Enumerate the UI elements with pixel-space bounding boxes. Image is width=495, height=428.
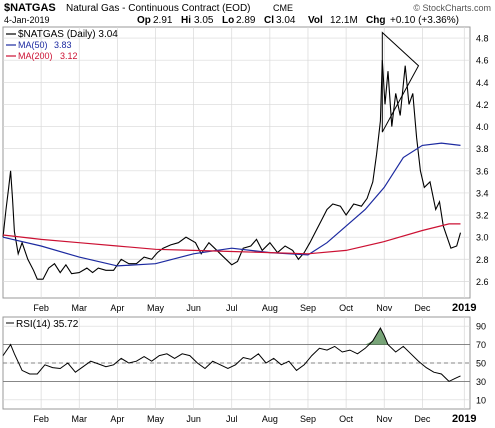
- rsi-y-tick-label: 30: [476, 377, 486, 387]
- rsi-series-group: [2, 326, 461, 383]
- price-x-tick-label: Sep: [300, 303, 316, 313]
- change-value: +0.10 (+3.36%): [390, 15, 459, 26]
- rsi-x-tick-label: Aug: [262, 414, 278, 424]
- close-value: 3.04: [276, 15, 296, 26]
- rsi-x-tick-label: 2019: [452, 413, 476, 425]
- date-label: 4-Jan-2019: [4, 15, 50, 25]
- price-panel: 2.6 2.8 3.0 3.2 3.4 3.6 3.8 4.0 4.2 4.4 4.6 4.8 $NA…: [2, 26, 489, 299]
- legend-ma50-value: 3.83: [54, 40, 72, 50]
- price-x-tick-label: Oct: [339, 303, 354, 313]
- price-x-tick-label: Dec: [414, 303, 431, 313]
- rsi-x-tick-label: Feb: [33, 414, 49, 424]
- volume-label: Vol: [308, 15, 323, 26]
- rsi-x-tick-label: Oct: [339, 414, 354, 424]
- price-x-tick-label: Aug: [262, 303, 278, 313]
- exchange-label: CME: [273, 3, 293, 13]
- legend-ma200-name: MA(200): [18, 51, 53, 61]
- close-label: Cl: [264, 15, 274, 26]
- ma50-line: [2, 142, 461, 267]
- price-x-axis: Feb Mar Apr May Jun Jul Aug Sep Oct Nov Dec 2019: [33, 302, 476, 314]
- price-y-tick-label: 3.0: [476, 233, 489, 243]
- rsi-y-axis: 10 30 50 70 90: [476, 322, 486, 406]
- price-y-tick-label: 4.4: [476, 78, 489, 88]
- rsi-panel: 10 30 50 70 90 RSI(14) 35.72: [2, 316, 486, 410]
- price-y-tick-label: 2.8: [476, 255, 489, 265]
- price-y-tick-label: 3.8: [476, 144, 489, 154]
- rsi-x-tick-label: Mar: [71, 414, 87, 424]
- rsi-y-tick-label: 90: [476, 322, 486, 332]
- price-line: [2, 60, 462, 280]
- rsi-x-tick-label: Apr: [110, 414, 124, 424]
- price-y-tick-label: 3.6: [476, 166, 489, 176]
- price-panel-title: $NATGAS (Daily) 3.04: [18, 29, 118, 40]
- high-value: 3.05: [194, 15, 214, 26]
- price-y-tick-label: 4.0: [476, 122, 489, 132]
- price-x-tick-label: Apr: [110, 303, 124, 313]
- price-x-tick-label: 2019: [452, 302, 476, 314]
- rsi-x-tick-label: Nov: [376, 414, 393, 424]
- legend-ma50-name: MA(50): [18, 40, 48, 50]
- price-x-tick-label: Feb: [33, 303, 49, 313]
- low-label: Lo: [222, 15, 234, 26]
- price-y-tick-label: 4.2: [476, 100, 489, 110]
- price-x-tick-label: May: [147, 303, 165, 313]
- rsi-panel-title: RSI(14) 35.72: [16, 319, 79, 330]
- rsi-x-tick-label: Jun: [186, 414, 201, 424]
- ma200-line: [2, 223, 461, 255]
- price-y-tick-label: 3.4: [476, 188, 489, 198]
- price-y-tick-label: 4.6: [476, 56, 489, 66]
- price-series-group: [2, 31, 462, 280]
- price-x-tick-label: Jun: [186, 303, 201, 313]
- price-x-tick-label: Jul: [226, 303, 238, 313]
- legend-ma200-value: 3.12: [60, 51, 78, 61]
- rsi-x-tick-label: Jul: [226, 414, 238, 424]
- price-x-tick-label: Nov: [376, 303, 393, 313]
- rsi-line: [2, 326, 461, 383]
- open-value: 2.91: [153, 15, 173, 26]
- price-y-axis: 2.6 2.8 3.0 3.2 3.4 3.6 3.8 4.0 4.2 4.4 4.6 4.8: [476, 34, 489, 287]
- rsi-y-tick-label: 70: [476, 340, 486, 350]
- price-panel-frame: [2, 26, 471, 299]
- volume-value: 12.1M: [330, 15, 358, 26]
- price-y-tick-label: 2.6: [476, 277, 489, 287]
- description-label: Natural Gas - Continuous Contract (EOD): [66, 3, 251, 14]
- rsi-x-axis: Feb Mar Apr May Jun Jul Aug Sep Oct Nov Dec 2019: [33, 413, 476, 425]
- price-x-tick-label: Mar: [71, 303, 87, 313]
- rsi-y-tick-label: 50: [476, 359, 486, 369]
- change-label: Chg: [366, 15, 385, 26]
- rsi-x-tick-label: May: [147, 414, 165, 424]
- symbol-label: $NATGAS: [4, 2, 56, 14]
- open-label: Op: [137, 15, 151, 26]
- rsi-y-tick-label: 10: [476, 395, 486, 405]
- triangle-pattern-annotation: [381, 31, 420, 133]
- low-value: 2.89: [236, 15, 256, 26]
- price-y-tick-label: 3.2: [476, 211, 489, 221]
- rsi-gridlines: [3, 317, 470, 409]
- price-gridlines: [3, 27, 470, 298]
- rsi-x-tick-label: Sep: [300, 414, 316, 424]
- watermark: © StockCharts.com: [413, 3, 491, 13]
- rsi-x-tick-label: Dec: [414, 414, 431, 424]
- price-y-tick-label: 4.8: [476, 34, 489, 44]
- high-label: Hi: [181, 15, 191, 26]
- price-legend: $NATGAS (Daily) 3.04 MA(50) 3.83 MA(200)…: [6, 29, 118, 61]
